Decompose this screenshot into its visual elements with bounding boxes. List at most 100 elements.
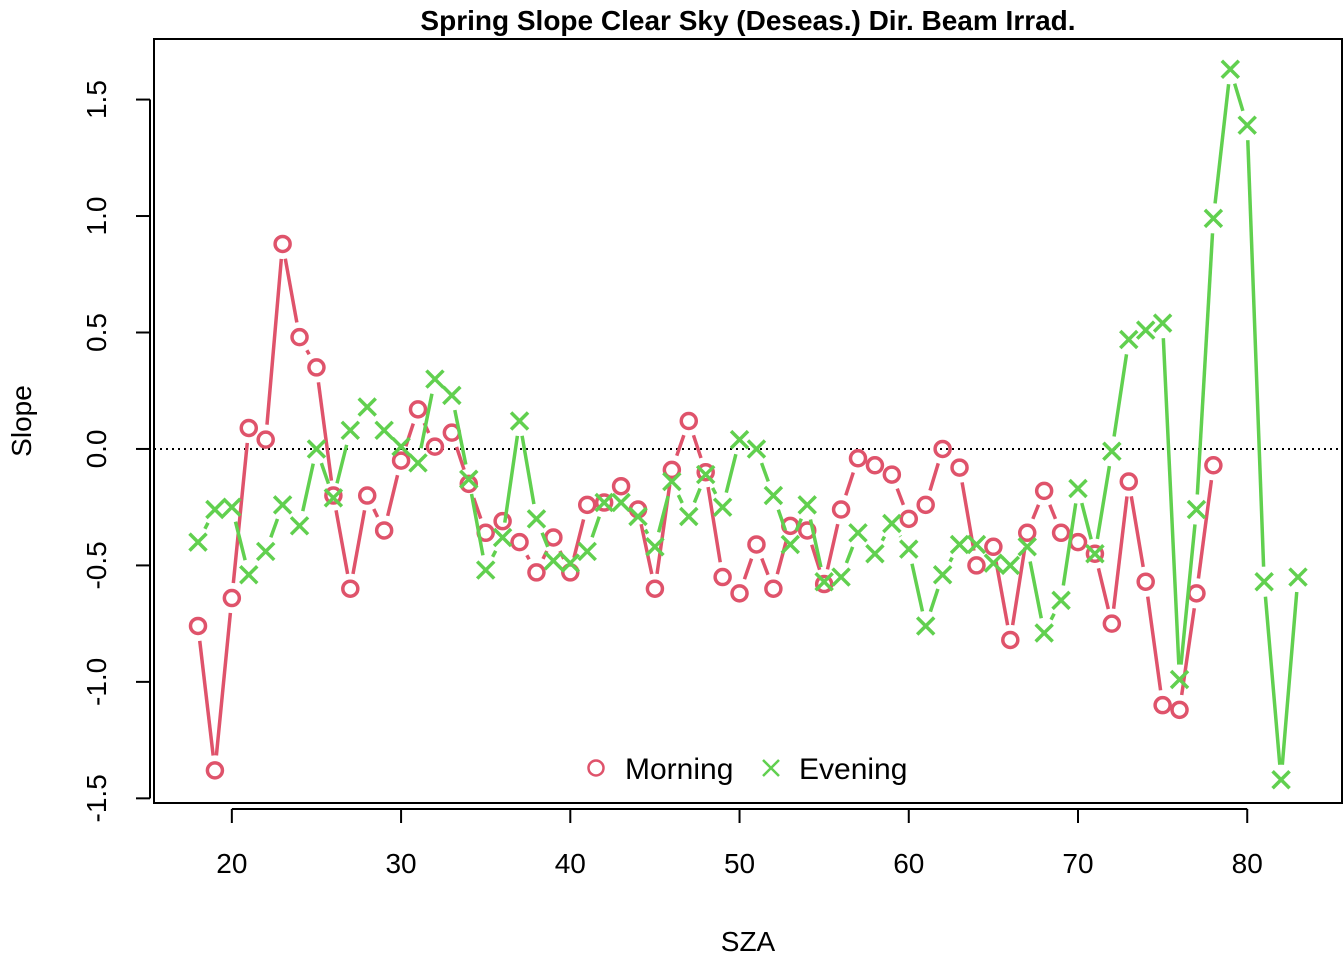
- data-point: [376, 422, 393, 439]
- data-point: [477, 562, 494, 579]
- series-segment: [1051, 614, 1054, 620]
- data-point: [495, 514, 510, 529]
- series-segment: [744, 559, 751, 580]
- series-segment: [216, 613, 230, 756]
- data-point: [1071, 535, 1086, 550]
- series-segment: [930, 463, 938, 490]
- y-tick-label: -1.0: [81, 658, 112, 706]
- data-point: [546, 530, 561, 545]
- data-point: [714, 499, 731, 516]
- series-segment: [846, 547, 852, 563]
- series-segment: [285, 259, 297, 323]
- legend-label: Evening: [799, 753, 907, 786]
- data-point: [360, 488, 375, 503]
- y-axis: -1.5-1.0-0.50.00.51.01.5: [81, 80, 150, 822]
- data-point: [731, 431, 748, 448]
- data-point: [1172, 702, 1187, 717]
- data-point: [207, 763, 222, 778]
- series-segment: [1131, 496, 1143, 567]
- data-point: [377, 523, 392, 538]
- series-segment: [337, 445, 347, 483]
- data-point: [1273, 771, 1290, 788]
- data-point: [850, 524, 867, 541]
- series-segment: [1265, 597, 1279, 765]
- x-tick-label: 70: [1062, 848, 1093, 879]
- series-segment: [713, 488, 716, 494]
- series-segment: [522, 436, 534, 504]
- data-point: [765, 487, 782, 504]
- data-point: [851, 451, 866, 466]
- series-layer: [190, 61, 1307, 788]
- data-point: [1155, 698, 1170, 713]
- data-point: [224, 591, 239, 606]
- data-point: [562, 555, 579, 572]
- series-segment: [307, 350, 309, 354]
- series-segment: [1082, 503, 1091, 539]
- legend-item-evening: Evening: [763, 753, 907, 786]
- x-tick-label: 80: [1232, 848, 1263, 879]
- data-point: [292, 330, 307, 345]
- plot-frame: [154, 39, 1342, 803]
- data-point: [1054, 525, 1069, 540]
- data-point: [359, 399, 376, 416]
- data-point: [411, 402, 426, 417]
- data-point: [647, 581, 662, 596]
- data-point: [545, 552, 562, 569]
- data-point: [952, 460, 967, 475]
- x-tick-label: 60: [893, 848, 924, 879]
- data-point: [766, 581, 781, 596]
- data-point: [223, 499, 240, 516]
- data-point: [917, 617, 934, 634]
- data-point: [191, 618, 206, 633]
- data-point: [1290, 569, 1307, 586]
- series-segment: [527, 555, 529, 559]
- series-segment: [336, 510, 348, 574]
- series-segment: [574, 519, 584, 557]
- series-segment: [388, 475, 398, 516]
- data-point: [833, 569, 850, 586]
- data-point: [427, 439, 442, 454]
- series-segment: [1163, 338, 1179, 664]
- series-segment: [846, 473, 854, 496]
- data-point: [257, 543, 274, 560]
- data-point: [528, 510, 545, 527]
- data-point: [443, 387, 460, 404]
- chart-title: Spring Slope Clear Sky (Deseas.) Dir. Be…: [420, 5, 1075, 36]
- legend-label: Morning: [625, 753, 733, 786]
- data-point: [291, 517, 308, 534]
- series-segment: [726, 454, 736, 492]
- data-point: [579, 543, 596, 560]
- series-segment: [1033, 505, 1039, 519]
- data-point: [512, 535, 527, 550]
- data-point: [749, 537, 764, 552]
- data-point: [1003, 632, 1018, 647]
- series-segment: [827, 524, 837, 569]
- data-point: [1053, 592, 1070, 609]
- series-segment: [645, 530, 647, 534]
- data-point: [275, 236, 290, 251]
- data-point: [1137, 322, 1154, 339]
- y-tick-label: -1.5: [81, 774, 112, 822]
- data-point: [426, 371, 443, 388]
- series-segment: [1063, 503, 1075, 585]
- data-point: [309, 360, 324, 375]
- data-point: [1070, 480, 1087, 497]
- y-tick-label: -0.5: [81, 541, 112, 589]
- legend: Morning Evening: [589, 753, 908, 786]
- data-point: [951, 536, 968, 553]
- series-segment: [1235, 84, 1243, 111]
- series-segment: [353, 510, 365, 574]
- series-segment: [318, 382, 331, 480]
- series-segment: [882, 537, 884, 541]
- data-point: [342, 422, 359, 439]
- series-segment: [1282, 592, 1296, 765]
- data-point: [1206, 458, 1221, 473]
- data-point: [1189, 586, 1204, 601]
- x-tick-label: 50: [724, 848, 755, 879]
- data-point: [1036, 624, 1053, 641]
- data-point: [511, 413, 528, 430]
- series-segment: [271, 519, 278, 537]
- data-point: [986, 539, 1001, 554]
